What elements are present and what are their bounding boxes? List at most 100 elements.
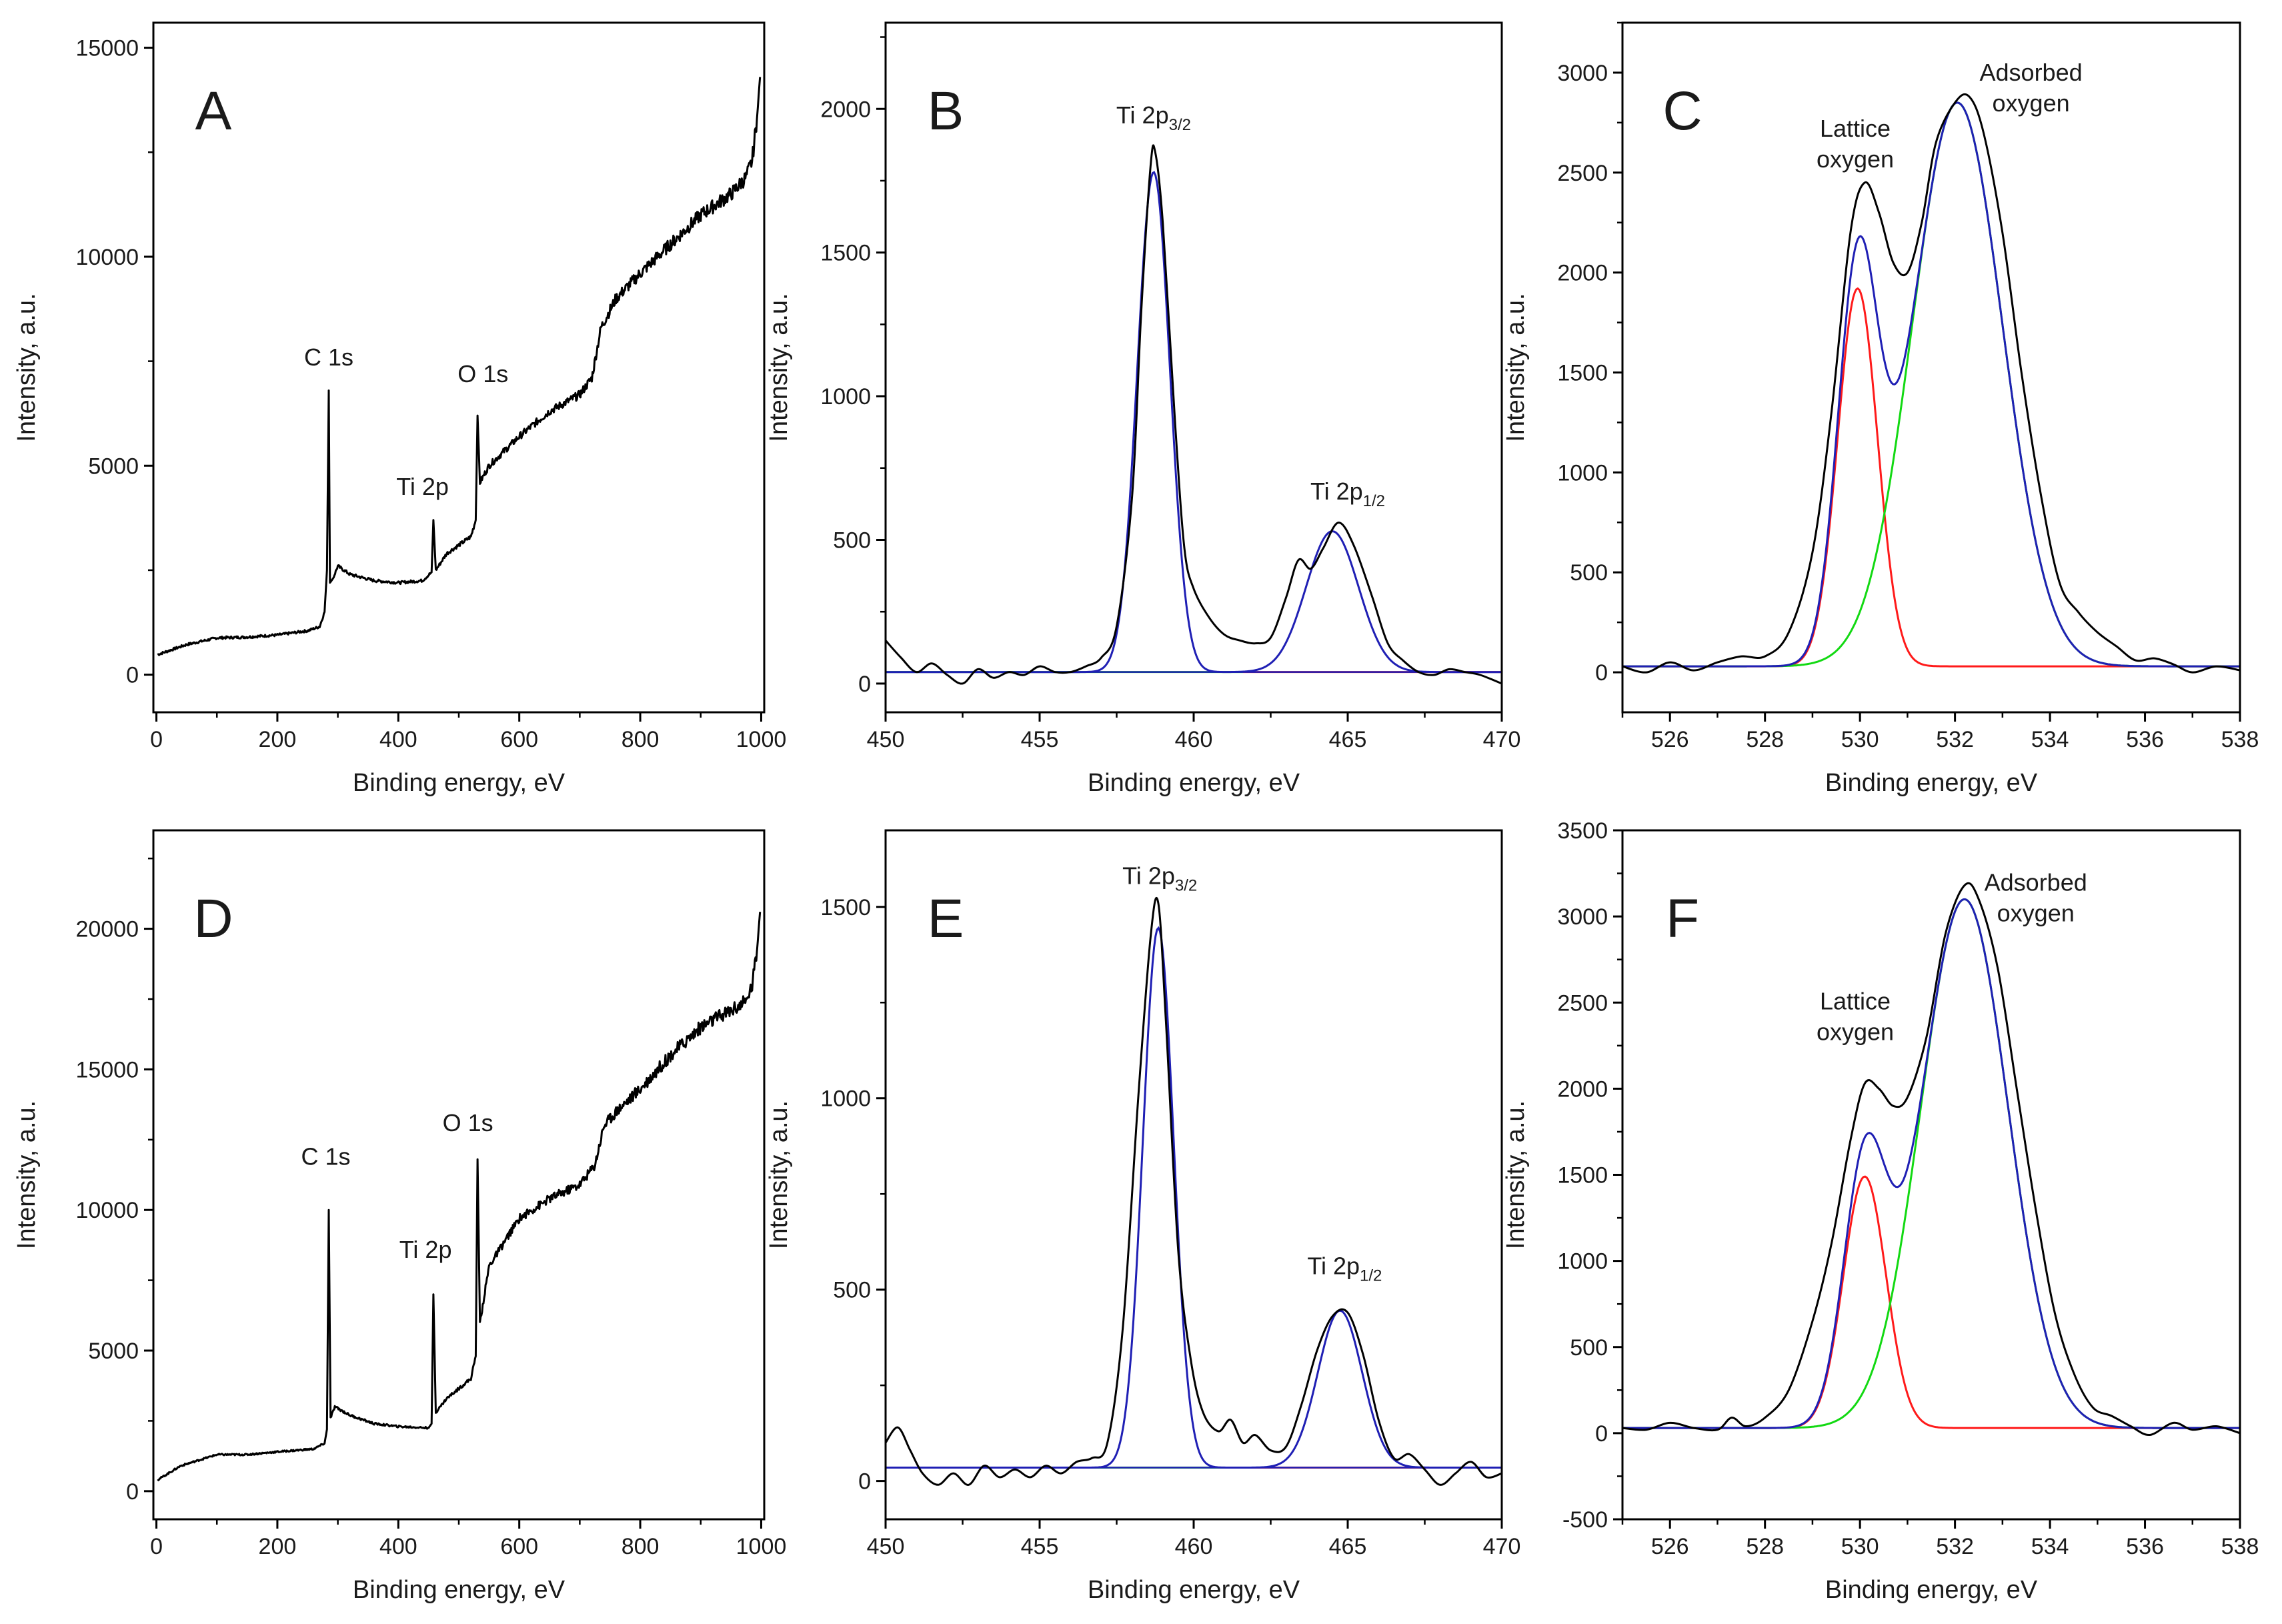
x-axis-title: Binding energy, eV: [353, 769, 565, 797]
y-tick-label: 2000: [1557, 261, 1608, 286]
y-tick-label: 0: [126, 663, 139, 688]
x-tick-label: 800: [622, 727, 660, 752]
peak-label-o1s: O 1s: [443, 1109, 493, 1136]
y-tick-label: 2500: [1557, 990, 1608, 1016]
y-tick-label: 10000: [75, 1198, 139, 1223]
raw-spectrum: [886, 897, 1502, 1486]
x-axis-title: Binding energy, eV: [1088, 769, 1300, 797]
y-tick-label: 0: [126, 1479, 139, 1505]
panel-letter: A: [195, 81, 232, 141]
x-tick-label: 536: [2126, 1534, 2164, 1559]
plot-curves: [886, 897, 1502, 1486]
y-axis-title: Intensity, a.u.: [765, 1100, 793, 1249]
y-tick-label: 3000: [1557, 904, 1608, 930]
x-tick-label: 526: [1651, 727, 1689, 752]
y-tick-label: 1500: [820, 895, 871, 920]
y-tick-label: 10000: [75, 245, 139, 270]
x-tick-label: 538: [2221, 1534, 2259, 1559]
peak-label-lattice-oxygen: Lattice: [1820, 988, 1891, 1015]
peak-label-ti2p: Ti 2p: [399, 1236, 452, 1263]
x-tick-label: 532: [1936, 1534, 1974, 1559]
peak-label-adsorbed-oxygen: Adsorbed: [1980, 59, 2083, 86]
panel-letter: D: [193, 888, 233, 949]
x-tick-label: 460: [1175, 1534, 1213, 1559]
y-tick-label: 500: [833, 528, 871, 554]
peak-label-c1s: C 1s: [304, 343, 353, 371]
x-tick-label: 1000: [736, 1534, 787, 1559]
panel-letter: E: [928, 888, 964, 949]
peak-label-adsorbed-oxygen: Adsorbed: [1985, 868, 2087, 896]
y-tick-label: 5000: [88, 1339, 139, 1364]
x-tick-label: 0: [150, 727, 163, 752]
x-tick-label: 600: [500, 727, 538, 752]
peak-label-sub: 1/2: [1360, 1267, 1382, 1285]
x-tick-label: 465: [1329, 1534, 1367, 1559]
peak-label-sub: 3/2: [1175, 876, 1197, 894]
y-axis-title: Intensity, a.u.: [13, 293, 41, 442]
y-tick-label: 2500: [1557, 161, 1608, 186]
x-tick-label: 470: [1483, 727, 1521, 752]
y-axis-title: Intensity, a.u.: [1502, 293, 1530, 442]
x-tick-label: 470: [1483, 1534, 1521, 1559]
y-tick-label: 5000: [88, 454, 139, 479]
y-tick-label: 1000: [820, 1086, 871, 1112]
x-tick-label: 536: [2126, 727, 2164, 752]
survey-line: [157, 912, 762, 1482]
plot-curves: [157, 77, 762, 656]
raw-spectrum: [886, 144, 1502, 685]
peak-label-main: Ti 2p: [1310, 478, 1363, 505]
x-axis-title: Binding energy, eV: [1825, 1576, 2038, 1604]
peak-label-ti2p: Ti 2p3/2: [1122, 862, 1197, 894]
peak-label-lattice-oxygen: Lattice: [1820, 115, 1891, 142]
survey-line: [157, 77, 762, 656]
y-tick-label: 0: [858, 672, 871, 697]
y-tick-label: 15000: [75, 36, 139, 61]
x-tick-label: 455: [1021, 727, 1059, 752]
y-tick-label: 1000: [1557, 1249, 1608, 1275]
panel-e: 450 455 460 465 470 0 500 1000 1500 Binding energ…: [765, 829, 1521, 1604]
x-tick-label: 200: [259, 727, 297, 752]
peak-label-main: Ti 2p: [1116, 101, 1169, 129]
y-tick-label: 1000: [820, 384, 871, 410]
x-tick-label: 528: [1746, 727, 1784, 752]
peak-label-main: Ti 2p: [1307, 1253, 1360, 1280]
y-tick-label: 15000: [75, 1057, 139, 1082]
raw-spectrum: [1622, 882, 2240, 1437]
x-tick-label: 0: [150, 1534, 163, 1559]
x-tick-label: 526: [1651, 1534, 1689, 1559]
y-tick-label: 1000: [1557, 460, 1608, 486]
peak-label-ti2p: Ti 2p1/2: [1307, 1253, 1382, 1285]
fit-envelope: [886, 171, 1502, 674]
peak-label-c1s: C 1s: [301, 1143, 350, 1170]
y-tick-label: 2000: [1557, 1076, 1608, 1102]
x-tick-label: 530: [1841, 1534, 1879, 1559]
peak-label-ti2p: Ti 2p: [396, 473, 449, 500]
peak-label-lattice-oxygen: oxygen: [1817, 1018, 1894, 1046]
peak-label-sub: 1/2: [1363, 492, 1385, 510]
y-tick-label: 20000: [75, 917, 139, 942]
x-tick-label: 465: [1329, 727, 1367, 752]
panel-d: 0 200 400 600 800 100005000100001500020000Bin…: [13, 829, 787, 1604]
y-tick-label: 500: [1570, 560, 1608, 586]
plot-curves: [886, 144, 1502, 685]
peak-label-lattice-oxygen: oxygen: [1817, 145, 1894, 173]
peak-label-adsorbed-oxygen: oxygen: [1997, 899, 2075, 926]
peak-label-main: Ti 2p: [1122, 862, 1175, 889]
y-tick-label: 2000: [820, 97, 871, 122]
y-tick-label: 3000: [1557, 61, 1608, 86]
y-axis-title: Intensity, a.u.: [13, 1100, 41, 1249]
x-tick-label: 800: [622, 1534, 660, 1559]
peak-label-sub: 3/2: [1169, 116, 1191, 134]
x-tick-label: 534: [2031, 727, 2069, 752]
fit-envelope: [1622, 101, 2240, 668]
x-axis-title: Binding energy, eV: [353, 1576, 565, 1604]
y-tick-label: -500: [1562, 1507, 1608, 1533]
panel-f: 526 528 530 532 534 536 538 -500 0 500 1000 1500 200…: [1502, 818, 2259, 1604]
y-axis-title: Intensity, a.u.: [765, 293, 793, 442]
fit-envelope: [1622, 898, 2240, 1429]
x-axis-title: Binding energy, eV: [1088, 1576, 1300, 1604]
y-tick-label: 0: [1595, 1421, 1608, 1447]
x-tick-label: 460: [1175, 727, 1213, 752]
plot-curves: [157, 912, 762, 1482]
